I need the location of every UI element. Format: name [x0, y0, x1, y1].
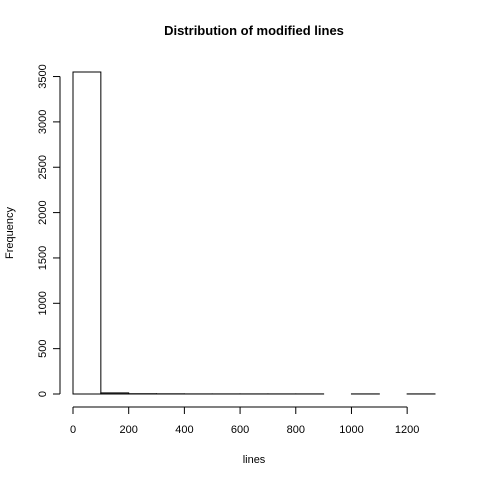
y-tick-label: 500: [37, 339, 49, 357]
y-tick-label: 3500: [37, 64, 49, 88]
histogram-bar: [72, 71, 102, 395]
x-tick-label: 1200: [395, 424, 419, 436]
histogram-bar: [100, 392, 130, 395]
x-tick-label: 600: [231, 424, 249, 436]
x-axis: 0 200 400 600 800 1000 1200: [70, 406, 419, 436]
y-tick-label: 2500: [37, 155, 49, 179]
histogram-bars: [72, 71, 436, 395]
y-tick-label: 1000: [37, 291, 49, 315]
y-tick-label: 2000: [37, 200, 49, 224]
chart-title: Distribution of modified lines: [164, 23, 344, 38]
y-axis: 0 500 1000 1500 2000 2500 3000 3500: [37, 64, 61, 397]
y-tick-label: 0: [37, 391, 49, 397]
x-axis-label: lines: [243, 454, 266, 466]
y-axis-label: Frequency: [4, 207, 16, 259]
x-tick-label: 200: [120, 424, 138, 436]
x-tick-label: 400: [175, 424, 193, 436]
x-tick-label: 0: [70, 424, 76, 436]
x-tick-label: 1000: [339, 424, 363, 436]
y-tick-label: 3000: [37, 110, 49, 134]
y-tick-label: 1500: [37, 246, 49, 270]
x-tick-label: 800: [287, 424, 305, 436]
